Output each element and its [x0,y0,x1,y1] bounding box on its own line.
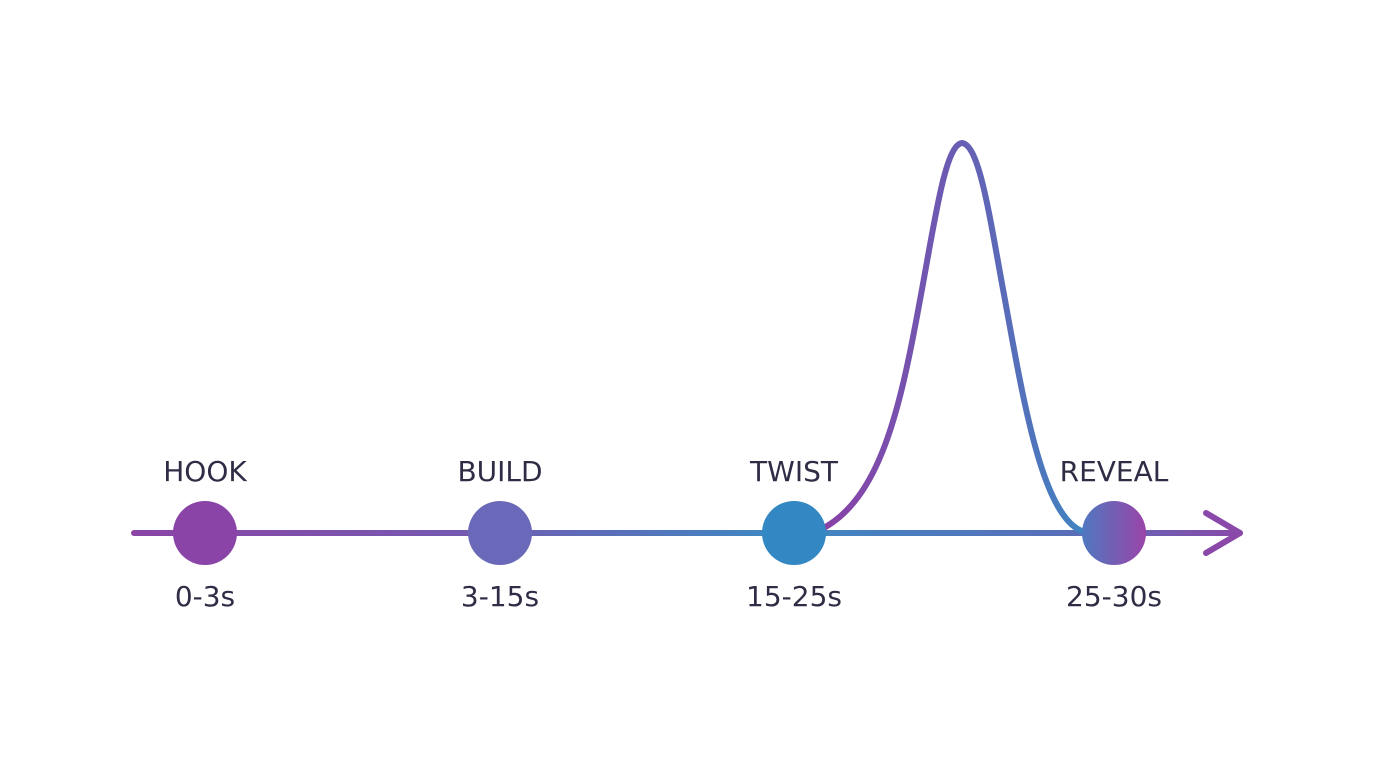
stage-label-reveal: REVEAL [1060,455,1169,488]
twist-peak-curve [817,139,1093,536]
arrow-head-icon [1203,510,1243,556]
time-range-twist: 15-25s [746,580,842,613]
stage-label-hook: HOOK [163,455,247,488]
stage-node-hook [173,501,237,565]
stage-label-build: BUILD [457,455,542,488]
time-range-build: 3-15s [461,580,539,613]
stage-node-reveal [1082,501,1146,565]
time-range-reveal: 25-30s [1066,580,1162,613]
stage-label-twist: TWIST [749,455,839,488]
stage-node-twist [762,501,826,565]
stage-node-build [468,501,532,565]
time-range-hook: 0-3s [175,580,235,613]
